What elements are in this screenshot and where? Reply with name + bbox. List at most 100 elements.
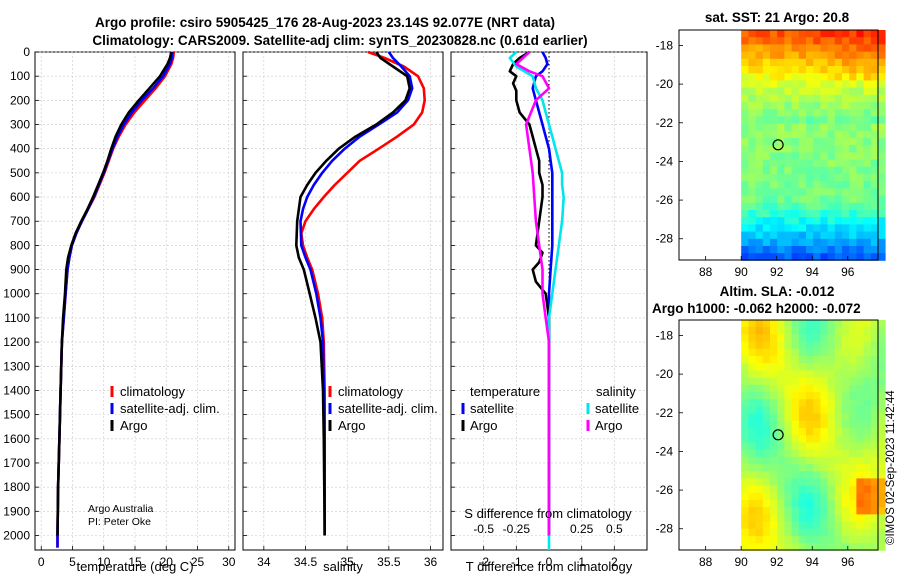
heatmap-cell (849, 406, 857, 414)
heatmap-cell (863, 231, 872, 240)
heatmap-cell (834, 181, 843, 189)
heatmap-cell (770, 507, 778, 515)
heatmap-cell (770, 253, 778, 261)
heatmap-cell (820, 231, 828, 240)
heatmap-cell (863, 413, 872, 422)
heatmap-cell (834, 406, 843, 414)
heatmap-cell (878, 51, 886, 60)
heatmap-cell (827, 145, 836, 153)
heatmap-cell (878, 449, 886, 458)
heatmap-cell (863, 420, 872, 429)
heatmap-cell (820, 159, 828, 168)
heatmap-cell (784, 174, 792, 182)
heatmap-cell (798, 456, 807, 465)
heatmap-cell (755, 159, 764, 168)
heatmap-cell (791, 435, 800, 443)
heatmap-cell (856, 356, 864, 364)
heatmap-cell (798, 435, 807, 443)
heatmap-cell (777, 210, 785, 218)
heatmap-cell (820, 145, 828, 153)
heatmap-cell (770, 341, 778, 350)
heatmap-cell (791, 384, 800, 393)
sst-map-panel: sat. SST: 21 Argo: 20.8 -18-20-22-24-26-… (656, 10, 886, 279)
heatmap-cell (748, 51, 756, 60)
heatmap-cell (791, 478, 800, 486)
heatmap-cell (842, 130, 850, 139)
heatmap-cell (870, 44, 879, 52)
heatmap-cell (770, 384, 778, 393)
heatmap-cell (827, 521, 836, 530)
heatmap-cell (863, 334, 872, 342)
heatmap-cell (798, 253, 807, 261)
heatmap-cell (762, 392, 771, 400)
heatmap-cell (741, 116, 749, 124)
heatmap-cell (784, 87, 792, 96)
heatmap-cell (813, 471, 821, 479)
heatmap-cell (827, 543, 836, 551)
heatmap-cell (849, 123, 857, 132)
lat-tick-label: -26 (656, 483, 674, 497)
heatmap-cell (827, 246, 836, 254)
heatmap-cell (813, 73, 821, 81)
heatmap-cell (770, 174, 778, 182)
heatmap-cell (856, 246, 864, 254)
heatmap-cell (798, 334, 807, 342)
heatmap-cell (748, 231, 756, 240)
heatmap-cell (741, 384, 749, 393)
heatmap-cell (741, 478, 749, 486)
heatmap-cell (791, 66, 800, 74)
heatmap-cell (878, 492, 886, 501)
heatmap-cell (878, 363, 886, 371)
heatmap-cell (842, 399, 850, 407)
heatmap-cell (842, 384, 850, 393)
heatmap-cell (798, 195, 807, 204)
heatmap-cell (784, 102, 792, 110)
heatmap-cell (870, 348, 879, 357)
heatmap-cell (849, 80, 857, 88)
lat-tick-label: -24 (656, 444, 674, 458)
temperature-diff-tick-labels: -2 -1 0 1 2 (478, 555, 618, 569)
heatmap-cell (748, 145, 756, 153)
heatmap-cell (863, 320, 872, 328)
heatmap-cell (806, 528, 814, 537)
heatmap-cell (856, 420, 864, 429)
heatmap-cell (863, 94, 872, 103)
heatmap-cell (777, 37, 785, 45)
x-tick-label: 34 (257, 555, 271, 569)
heatmap-cell (784, 370, 792, 378)
heatmap-cell (827, 123, 836, 132)
heatmap-cell (813, 231, 821, 240)
heatmap-cell (777, 73, 785, 81)
heatmap-cell (791, 507, 800, 515)
heatmap-cell (813, 485, 821, 494)
heatmap-cell (878, 246, 886, 254)
heatmap-cell (791, 130, 800, 139)
heatmap-cell (856, 327, 864, 335)
heatmap-cell (863, 210, 872, 218)
heatmap-cell (820, 377, 828, 386)
heatmap-cell (784, 51, 792, 60)
heatmap-cell (741, 51, 749, 60)
heatmap-cell (827, 174, 836, 182)
heatmap-cell (777, 116, 785, 124)
heatmap-cell (784, 406, 792, 414)
heatmap-cell (741, 428, 749, 436)
heatmap-cell (827, 334, 836, 342)
heatmap-cell (834, 341, 843, 350)
heatmap-cell (870, 543, 879, 551)
heatmap-cell (755, 384, 764, 393)
heatmap-cell (762, 87, 771, 96)
heatmap-cell (820, 253, 828, 261)
heatmap-cell (870, 392, 879, 400)
heatmap-cell (770, 370, 778, 378)
heatmap-cell (870, 449, 879, 458)
heatmap-cell (820, 238, 828, 247)
heatmap-cell (777, 217, 785, 225)
depth-tick-label: 1200 (3, 335, 30, 349)
heatmap-cell (748, 102, 756, 110)
heatmap-cell (834, 30, 843, 38)
heatmap-cell (827, 253, 836, 261)
heatmap-cell (777, 543, 785, 551)
heatmap-cell (741, 420, 749, 429)
heatmap-cell (863, 507, 872, 515)
